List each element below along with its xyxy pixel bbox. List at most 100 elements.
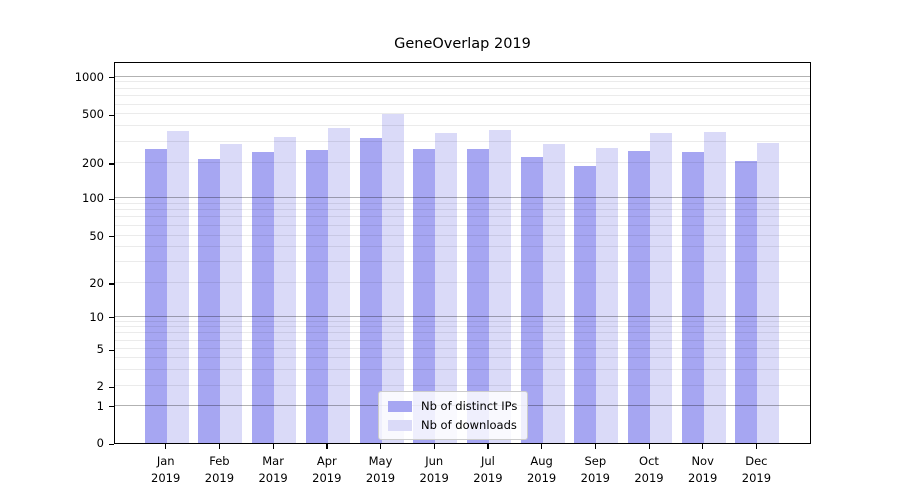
bar-downloads-mar [274,137,297,443]
y-tick-mark [109,236,114,238]
y-tick-mark [109,163,114,165]
bar-downloads-may [381,114,404,443]
gridline-minor [115,125,810,127]
month-label: Mar [262,454,284,468]
year-label: 2019 [473,470,503,485]
bar-ips-jul [466,149,489,443]
bar-downloads-sep [596,148,619,443]
y-tick-mark [109,317,114,319]
x-tick-label-oct: Oct 2019 [617,453,681,486]
gridline-minor [115,87,810,89]
y-tick-mark [109,283,114,285]
year-label: 2019 [204,470,235,485]
bar-ips-may [359,137,382,443]
x-tick-mark [218,444,221,449]
x-tick-mark [380,444,382,449]
y-tick-mark [109,406,114,408]
bar-ips-apr [305,149,328,443]
gridline-major [115,75,810,77]
y-tick-mark [109,114,114,117]
y-tick-mark [109,386,114,388]
year-label: 2019 [741,470,772,485]
bar-ips-nov [681,152,704,443]
x-tick-mark [594,444,597,449]
y-tick-label: 1000 [74,69,104,84]
bar-downloads-jan [166,130,189,443]
x-tick-label-aug: Aug 2019 [510,453,574,486]
year-label: 2019 [258,470,288,485]
bar-downloads-aug [542,143,565,443]
legend: Nb of distinct IPs Nb of downloads [378,391,529,440]
x-tick-label-feb: Feb 2019 [187,453,251,486]
bar-downloads-oct [650,132,672,443]
x-tick-label-jun: Jun 2019 [402,453,466,486]
x-tick-mark [433,444,435,449]
y-tick-label: 100 [82,191,104,206]
x-tick-mark [541,444,543,449]
month-label: Nov [691,454,714,468]
month-label: Apr [316,454,337,468]
month-label: Dec [745,454,768,468]
y-tick-label: 5 [96,342,104,357]
gridline-minor [115,81,810,83]
year-label: 2019 [419,470,449,485]
x-tick-mark [755,444,758,449]
month-label: Oct [639,454,659,468]
bar-downloads-apr [327,128,350,443]
y-tick-label: 2 [96,379,104,394]
bar-downloads-feb [220,143,243,443]
x-tick-label-jan: Jan 2019 [134,453,198,486]
bar-ips-aug [520,157,543,443]
bar-downloads-jun [435,132,458,443]
bar-downloads-jul [488,130,511,443]
chart-title: GeneOverlap 2019 [394,36,531,52]
bar-downloads-dec [757,142,780,443]
x-tick-mark [326,444,328,449]
bar-downloads-nov [703,131,726,443]
x-tick-mark [272,444,274,449]
gridline-minor [115,95,810,97]
x-tick-mark [165,444,167,449]
bar-ips-jan [144,149,167,443]
plot-area [114,62,811,444]
month-label: Feb [209,454,230,468]
legend-swatch-icon [388,400,412,412]
year-label: 2019 [312,470,342,485]
bar-ips-sep [574,166,597,443]
gridline-minor [115,103,810,105]
year-label: 2019 [151,470,181,485]
bar-ips-oct [628,151,650,443]
year-label: 2019 [580,470,610,485]
year-label: 2019 [526,470,557,485]
y-tick-label: 50 [89,228,104,243]
y-tick-label: 1 [96,398,104,413]
y-tick-label: 10 [89,309,104,324]
month-label: Jun [425,454,444,468]
month-label: May [368,454,393,468]
x-tick-label-mar: Mar 2019 [241,453,305,486]
legend-swatch-icon [388,419,412,431]
bar-ips-dec [735,161,758,443]
bar-ips-jun [413,149,436,443]
month-label: Jan [156,454,175,468]
y-tick-label: 500 [82,107,104,122]
y-tick-mark [109,77,114,79]
bar-ips-feb [198,158,221,443]
x-tick-label-sep: Sep 2019 [563,453,627,486]
x-tick-mark [702,444,704,449]
legend-row: Nb of distinct IPs [388,399,517,413]
x-tick-mark [648,444,650,449]
y-tick-mark [109,349,114,351]
y-tick-label: 20 [89,275,104,290]
year-label: 2019 [365,470,396,485]
gridline-minor [115,113,810,115]
legend-label: Nb of distinct IPs [421,399,518,413]
x-tick-label-may: May 2019 [349,453,413,486]
x-tick-label-nov: Nov 2019 [671,453,735,486]
y-tick-mark [109,443,114,445]
year-label: 2019 [688,470,718,485]
legend-row: Nb of downloads [388,418,517,432]
y-tick-label: 200 [82,155,104,170]
x-tick-mark [487,444,489,449]
y-tick-mark [109,198,114,200]
